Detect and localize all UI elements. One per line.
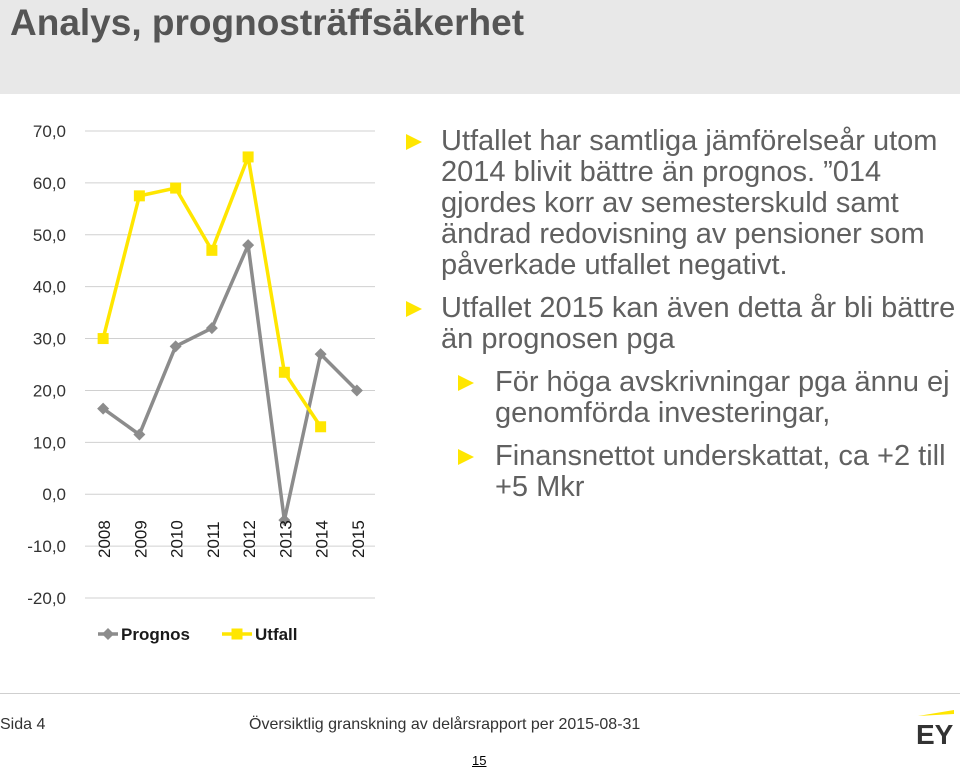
data-point-utfall [206, 244, 218, 256]
legend-label-utfall: Utfall [255, 625, 298, 644]
x-tick-label: 2015 [349, 520, 368, 558]
y-tick-label: 40,0 [33, 278, 66, 297]
footer-divider [0, 693, 960, 694]
data-point-prognos [350, 384, 363, 397]
bullet-item: Utfallet 2015 kan även detta år bli bätt… [396, 293, 956, 355]
y-tick-label: 10,0 [33, 433, 66, 452]
x-tick-label: 2013 [276, 520, 295, 558]
data-point-utfall [97, 333, 109, 345]
x-tick-label: 2008 [95, 520, 114, 558]
x-tick-label: 2014 [313, 520, 332, 558]
data-point-prognos [169, 340, 182, 353]
y-tick-label: 50,0 [33, 226, 66, 245]
sub-bullet-item: För höga avskrivningar pga ännu ej genom… [396, 367, 956, 429]
bullet-item: Utfallet har samtliga jämförelseår utom … [396, 126, 956, 281]
y-tick-label: -20,0 [27, 589, 66, 608]
bullet-arrow-icon [458, 375, 474, 391]
x-tick-label: 2011 [204, 521, 223, 558]
data-point-prognos [205, 322, 218, 335]
y-tick-label: 30,0 [33, 330, 66, 349]
y-tick-label: 20,0 [33, 381, 66, 400]
y-tick-label: 70,0 [33, 122, 66, 141]
data-point-prognos [278, 514, 291, 527]
bullet-arrow-icon [406, 134, 422, 150]
legend-marker-utfall [231, 628, 243, 640]
y-tick-label: 60,0 [33, 174, 66, 193]
title-band [0, 0, 960, 94]
ey-logo: EY [916, 710, 954, 748]
sub-bullet-item: Finansnettot underskattat, ca +2 till +5… [396, 441, 956, 503]
page-title: Analys, prognosträffsäkerhet [10, 2, 525, 43]
x-tick-label: 2010 [168, 520, 187, 558]
x-tick-label: 2012 [240, 520, 259, 558]
line-chart: 70,0 60,0 50,0 40,0 30,0 20,0 10,0 0,0 -10,0 -20,… [27, 122, 375, 644]
bullet-text: Utfallet 2015 kan även detta år bli bätt… [441, 292, 956, 355]
slide-number: Sida 4 [0, 716, 46, 733]
data-point-prognos [97, 402, 110, 415]
bullet-arrow-icon [406, 301, 422, 317]
data-point-prognos [242, 239, 255, 252]
data-point-prognos [133, 428, 146, 441]
data-point-prognos [314, 348, 327, 361]
data-point-utfall [170, 182, 182, 194]
bullet-arrow-icon [458, 449, 474, 465]
sub-bullet-text: För höga avskrivningar pga ännu ej genom… [495, 366, 950, 429]
y-tick-label: -10,0 [27, 537, 66, 556]
data-point-utfall [133, 190, 145, 202]
x-tick-label: 2009 [131, 520, 150, 558]
legend-label-prognos: Prognos [121, 625, 190, 644]
sub-bullet-text: Finansnettot underskattat, ca +2 till +5… [495, 440, 946, 503]
bullet-text: Utfallet har samtliga jämförelseår utom … [441, 125, 938, 281]
data-point-utfall [315, 421, 327, 433]
series-line-prognos [102, 243, 359, 522]
y-tick-label: 0,0 [42, 485, 66, 504]
footer-text: Översiktlig granskning av delårsrapport … [249, 716, 641, 733]
legend-marker-prognos [102, 628, 114, 640]
data-point-utfall [242, 151, 254, 163]
bullet-list: Utfallet har samtliga jämförelseår utom … [396, 126, 956, 515]
page-number: 15 [472, 753, 487, 768]
logo-text: EY [916, 719, 954, 748]
data-point-utfall [278, 366, 290, 378]
